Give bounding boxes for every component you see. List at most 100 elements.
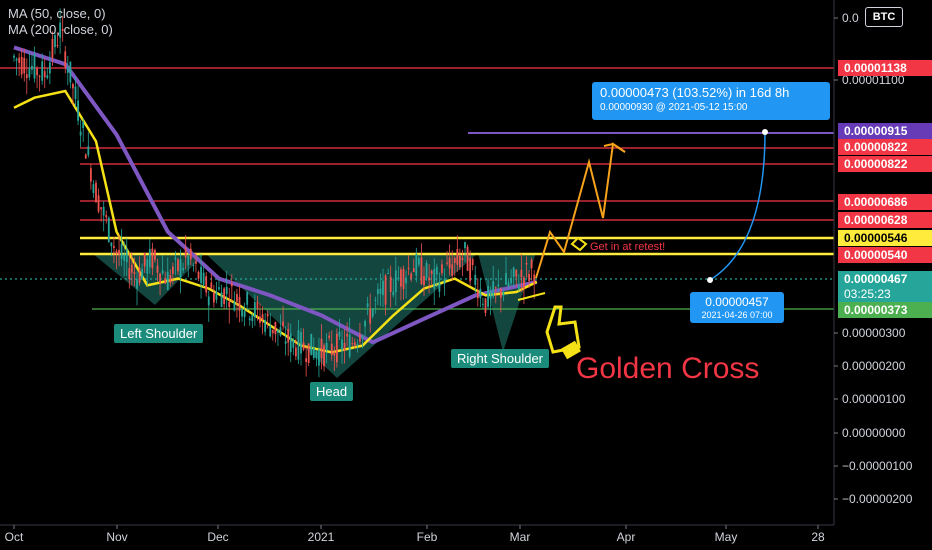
candle-body	[471, 259, 474, 266]
candle-body	[274, 322, 277, 335]
measure-start	[707, 277, 713, 283]
candle-body	[528, 273, 530, 281]
candle-body	[205, 276, 208, 293]
measure-callout[interactable]: 0.00000473 (103.52%) in 16d 8h 0.0000093…	[592, 82, 830, 120]
candle-body	[507, 282, 510, 287]
candle-body	[284, 341, 287, 344]
price-tick: 0.00001100	[842, 73, 905, 87]
candle-body	[394, 270, 397, 293]
candle-body	[123, 254, 126, 261]
candle-body	[248, 318, 251, 321]
price-tag: 0.00000628	[838, 212, 932, 228]
candle-body	[271, 329, 274, 334]
candle-body	[277, 329, 279, 333]
projection-arrowhead	[603, 142, 626, 153]
candle-body	[489, 291, 492, 299]
price-tick: −0.00000100	[842, 459, 913, 473]
candle-body	[533, 274, 536, 285]
candle-body	[307, 343, 310, 363]
candle-body	[13, 55, 15, 58]
time-tick: 2021	[307, 530, 335, 544]
candle-body	[92, 184, 95, 193]
candle-body	[420, 257, 423, 285]
candle-body	[425, 262, 428, 278]
measure-main: 0.00000473 (103.52%) in 16d 8h	[600, 85, 790, 100]
candle-body	[128, 268, 131, 280]
time-tick-marks	[13, 525, 819, 529]
candle-body	[23, 57, 26, 74]
golden-cross-label: Golden Cross	[576, 352, 760, 385]
time-tick: Feb	[416, 530, 438, 544]
candle-body	[197, 271, 200, 279]
pointing-hand-icon	[545, 305, 581, 360]
entry-callout[interactable]: 0.00000457 2021-04-26 07:00	[690, 292, 784, 323]
candle-body	[279, 327, 282, 336]
candle-body	[330, 343, 333, 356]
candle-body	[269, 325, 272, 337]
candle-body	[59, 22, 62, 38]
candle-body	[243, 311, 246, 318]
candle-body	[28, 67, 31, 78]
measure-sub: 0.00000930 @ 2021-05-12 15:00	[600, 102, 748, 113]
candle-body	[66, 67, 69, 73]
candle-body	[389, 276, 392, 292]
candle-body	[430, 270, 433, 275]
candle-body	[310, 333, 313, 356]
candle-body	[530, 259, 533, 269]
candle-body	[423, 276, 425, 286]
time-tick: Oct	[4, 530, 24, 544]
candle-body	[387, 272, 390, 274]
candle-body	[233, 301, 236, 311]
time-tick: Apr	[616, 530, 636, 544]
left-shoulder-label: Left Shoulder	[114, 324, 204, 343]
candle-body	[428, 277, 431, 281]
price-tag: 0.00000822	[838, 156, 932, 172]
candle-body	[315, 351, 318, 359]
currency-badge[interactable]: BTC	[865, 7, 903, 27]
ma200-legend[interactable]: MA (200, close, 0)	[8, 22, 113, 37]
candle-body	[253, 301, 256, 318]
candle-body	[479, 289, 482, 299]
candle-body	[15, 58, 18, 61]
candle-body	[525, 262, 528, 265]
candle-body	[523, 277, 525, 289]
candle-body	[289, 333, 292, 353]
candle-body	[515, 269, 518, 277]
candle-body	[461, 257, 464, 261]
candle-body	[405, 277, 407, 284]
candle-body	[433, 268, 436, 289]
candle-body	[33, 54, 36, 79]
price-tick: 0.00000300	[842, 326, 906, 340]
candle-body	[438, 282, 441, 292]
candle-body	[458, 255, 461, 268]
candle-body	[474, 274, 477, 285]
candle-body	[466, 246, 469, 271]
candle-body	[451, 264, 454, 276]
candle-body	[402, 269, 405, 290]
candle-body	[169, 274, 172, 283]
candle-body	[41, 61, 44, 81]
candle-body	[174, 257, 177, 260]
candle-body	[146, 259, 149, 274]
measure-end	[762, 129, 768, 135]
candle-body	[51, 38, 54, 58]
candle-body	[379, 288, 382, 294]
candle-body	[100, 207, 103, 210]
candle-body	[143, 253, 146, 267]
candle-body	[72, 83, 74, 89]
candle-body	[18, 57, 21, 63]
candle-body	[346, 333, 349, 337]
candle-body	[228, 302, 231, 307]
candle-body	[261, 314, 264, 320]
ma200-line	[13, 45, 538, 345]
candle-body	[333, 351, 336, 356]
candle-body	[79, 131, 82, 136]
candle-body	[220, 292, 223, 308]
candle-body	[31, 65, 33, 70]
candle-body	[120, 243, 123, 259]
ma50-legend[interactable]: MA (50, close, 0)	[8, 6, 106, 21]
candle-body	[166, 271, 169, 290]
candle-body	[95, 182, 97, 203]
candle-body	[54, 35, 56, 48]
